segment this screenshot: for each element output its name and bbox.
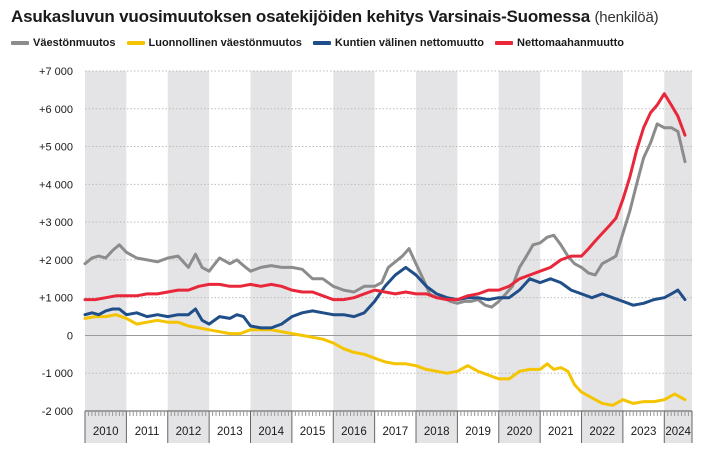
chart-legend: Väestönmuutos Luonnollinen väestönmuutos…	[11, 37, 624, 49]
y-tick-label: 0	[67, 330, 73, 342]
legend-item-vaestonmuutos: Väestönmuutos	[11, 37, 116, 49]
x-tick-label: 2024	[665, 426, 691, 438]
x-tick-label: 2012	[176, 426, 202, 438]
series-line-luonnollinen	[83, 313, 687, 407]
chart-title-unit: (henkilöä)	[594, 9, 659, 26]
x-tick-label: 2014	[258, 426, 284, 438]
legend-item-kuntien: Kuntien välinen nettomuutto	[312, 37, 485, 49]
legend-item-nettomaahanmuutto: Nettomaahanmuutto	[495, 37, 624, 49]
y-tick-label: +6 000	[39, 104, 73, 116]
chart-title-main: Asukasluvun vuosimuutoksen osatekijöiden…	[11, 7, 590, 26]
x-tick-label: 2019	[465, 426, 491, 438]
x-tick-label: 2021	[548, 426, 574, 438]
legend-swatch	[126, 41, 145, 45]
legend-swatch	[312, 41, 331, 45]
x-tick-label: 2011	[135, 426, 160, 438]
legend-label: Väestönmuutos	[33, 37, 116, 49]
y-tick-label: -1 000	[42, 368, 73, 380]
legend-swatch	[495, 41, 514, 45]
series-line-vaestonmuutos	[83, 122, 687, 309]
series-line-kuntien	[83, 265, 687, 330]
x-tick-label: 2020	[507, 426, 533, 438]
y-tick-label: +5 000	[39, 142, 73, 154]
x-tick-label: 2015	[300, 426, 326, 438]
x-tick-label: 2018	[424, 426, 450, 438]
year-band	[498, 71, 541, 443]
x-tick-label: 2013	[217, 426, 243, 438]
year-band	[416, 71, 458, 443]
x-tick-label: 2016	[341, 426, 367, 438]
y-tick-label: +7 000	[39, 66, 73, 78]
y-tick-label: +2 000	[39, 255, 73, 267]
series-line-nettomaahanmuutto	[83, 92, 687, 302]
x-tick-label: 2010	[93, 426, 119, 438]
x-tick-label: 2023	[631, 426, 657, 438]
legend-swatch	[11, 41, 29, 45]
legend-label: Nettomaahanmuutto	[517, 37, 624, 49]
x-tick-label: 2017	[383, 426, 409, 438]
legend-label: Luonnollinen väestönmuutos	[148, 37, 302, 49]
year-band	[333, 71, 375, 443]
year-band	[250, 71, 292, 443]
y-tick-label: +1 000	[39, 293, 73, 305]
legend-label: Kuntien välinen nettomuutto	[334, 37, 485, 49]
y-tick-label: -2 000	[42, 406, 73, 418]
y-tick-label: +3 000	[39, 217, 73, 229]
x-tick-label: 2022	[589, 426, 615, 438]
chart-title: Asukasluvun vuosimuutoksen osatekijöiden…	[11, 7, 659, 27]
y-tick-label: +4 000	[39, 179, 73, 191]
legend-item-luonnollinen: Luonnollinen väestönmuutos	[126, 37, 302, 49]
